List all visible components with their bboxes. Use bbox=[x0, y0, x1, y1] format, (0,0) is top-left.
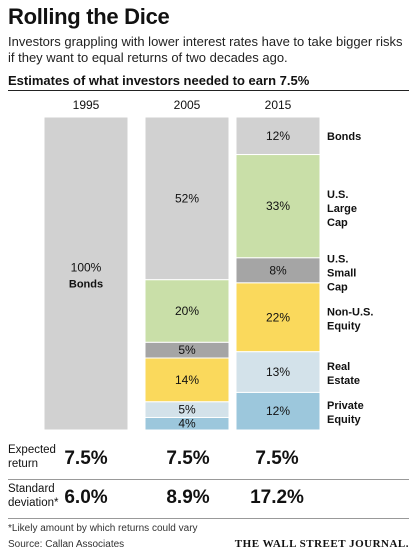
legend-label-non-u-s-equity: Non-U.S. Equity bbox=[327, 306, 373, 332]
year-label-1995: 1995 bbox=[73, 98, 100, 112]
inline-bonds-label: Bonds bbox=[69, 279, 103, 291]
std-deviation-row: Standard deviation* 6.0% 8.9% 17.2% bbox=[8, 480, 409, 519]
bar-2015-u-s-large-cap bbox=[235, 154, 321, 259]
data-label-2005-u-s-small-cap: 5% bbox=[178, 343, 196, 357]
legend-label-u-s-large-cap: U.S. Large Cap bbox=[327, 189, 357, 229]
expected-return-2015: 7.5% bbox=[255, 448, 299, 469]
std-deviation-2005: 8.9% bbox=[166, 487, 210, 508]
data-label-2015-real-estate: 13% bbox=[266, 365, 290, 379]
stacked-bar-chart: 1995 2005 2015100%Bonds52%20%5%14%5%4%12%3… bbox=[43, 98, 373, 431]
data-label-2005-u-s-large-cap: 20% bbox=[175, 304, 199, 318]
expected-return-row: Expected return 7.5% 7.5% 7.5% bbox=[8, 441, 409, 480]
std-deviation-label: Standard deviation* bbox=[8, 483, 59, 509]
data-label-2005-non-u-s-equity: 14% bbox=[175, 373, 199, 387]
data-label-2005-bonds: 52% bbox=[175, 191, 199, 205]
std-deviation-2015: 17.2% bbox=[250, 487, 304, 508]
year-label-2015: 2015 bbox=[265, 98, 292, 112]
bar-2005-private-equity bbox=[144, 416, 230, 431]
bar-2015-u-s-small-cap bbox=[235, 257, 321, 284]
bar-2005-u-s-large-cap bbox=[144, 279, 230, 343]
data-label-2015-u-s-large-cap: 33% bbox=[266, 199, 290, 213]
expected-return-label: Expected return bbox=[8, 444, 56, 470]
legend-label-u-s-small-cap: U.S. Small Cap bbox=[327, 253, 356, 293]
bar-2015-private-equity bbox=[235, 391, 321, 431]
data-label-1995-bonds: 100% bbox=[71, 261, 102, 275]
legend-label-bonds: Bonds bbox=[327, 131, 361, 143]
year-label-2005: 2005 bbox=[174, 98, 201, 112]
data-label-2005-private-equity: 4% bbox=[178, 417, 196, 431]
source-note: Source: Callan Associates bbox=[8, 539, 125, 550]
bar-2005-non-u-s-equity bbox=[144, 357, 230, 403]
bar-2005-bonds bbox=[144, 116, 230, 281]
bar-2015-non-u-s-equity bbox=[235, 282, 321, 353]
std-deviation-1995: 6.0% bbox=[64, 487, 108, 508]
page-title: Rolling the Dice bbox=[8, 4, 170, 29]
data-label-2015-non-u-s-equity: 22% bbox=[266, 310, 290, 324]
data-label-2015-private-equity: 12% bbox=[266, 404, 290, 418]
subtitle: Investors grappling with lower interest … bbox=[8, 34, 403, 65]
legend-label-private-equity: Private Equity bbox=[327, 400, 364, 426]
publisher-logo: THE WALL STREET JOURNAL. bbox=[234, 538, 409, 550]
data-label-2005-real-estate: 5% bbox=[178, 403, 196, 417]
legend-label-real-estate: Real Estate bbox=[327, 361, 360, 387]
divider bbox=[8, 90, 409, 91]
data-label-2015-bonds: 12% bbox=[266, 129, 290, 143]
chart-title: Estimates of what investors needed to ea… bbox=[8, 73, 310, 88]
data-label-2015-u-s-small-cap: 8% bbox=[269, 263, 287, 277]
expected-return-2005: 7.5% bbox=[166, 448, 210, 469]
expected-return-1995: 7.5% bbox=[64, 448, 108, 469]
footnote: *Likely amount by which returns could va… bbox=[8, 523, 198, 534]
bar-1995-bonds bbox=[43, 116, 129, 431]
